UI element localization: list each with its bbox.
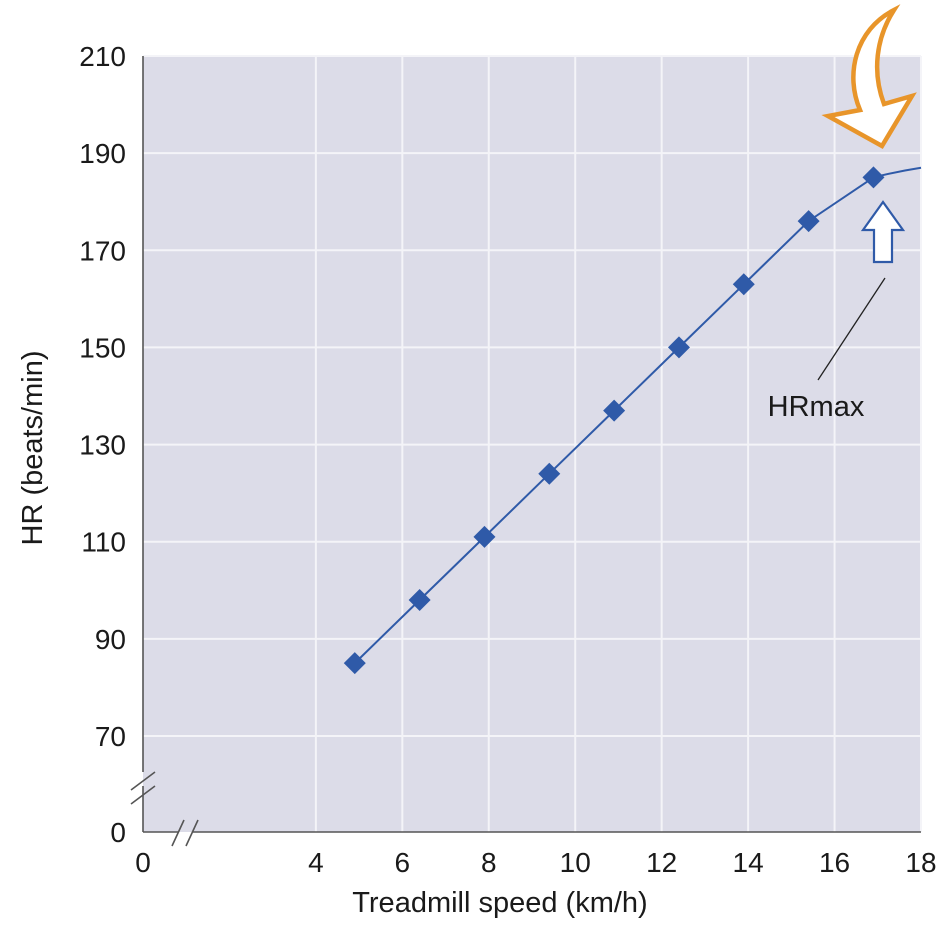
y-tick-label: 190 [79,138,126,169]
y-tick-label: 0 [110,817,126,848]
data-point [408,589,431,611]
data-point [343,652,366,675]
data-point [732,273,755,296]
x-tick-label: 16 [819,847,850,878]
curved-arrow-icon [821,4,917,150]
y-tick-label: 210 [79,41,126,72]
x-axis-break [171,819,199,847]
data-point [473,525,496,548]
data-point [862,166,885,189]
x-tick-label: 18 [905,847,936,878]
hrmax-leader-line [817,277,886,381]
up-arrow-icon [860,200,906,264]
x-axis-label: Treadmill speed (km/h) [352,887,647,919]
x-tick-label: 6 [395,847,411,878]
y-tick-label: 70 [95,721,126,752]
x-tick-label: 4 [308,847,324,878]
x-tick-label: 0 [135,847,151,878]
data-point [538,462,561,485]
hrmax-label: HRmax [768,391,865,423]
y-axis-label: HR (beats/min) [17,351,49,546]
y-tick-label: 150 [79,332,126,363]
x-tick-label: 10 [560,847,591,878]
x-tick-label: 14 [733,847,764,878]
data-point [797,210,820,233]
y-tick-label: 130 [79,430,126,461]
x-tick-label: 12 [646,847,677,878]
data-point [603,399,626,422]
y-tick-label: 170 [79,235,126,266]
x-tick-label: 8 [481,847,497,878]
data-point [667,336,690,359]
y-axis-break [130,771,156,805]
y-tick-label: 110 [81,527,126,558]
y-tick-label: 90 [95,624,126,655]
